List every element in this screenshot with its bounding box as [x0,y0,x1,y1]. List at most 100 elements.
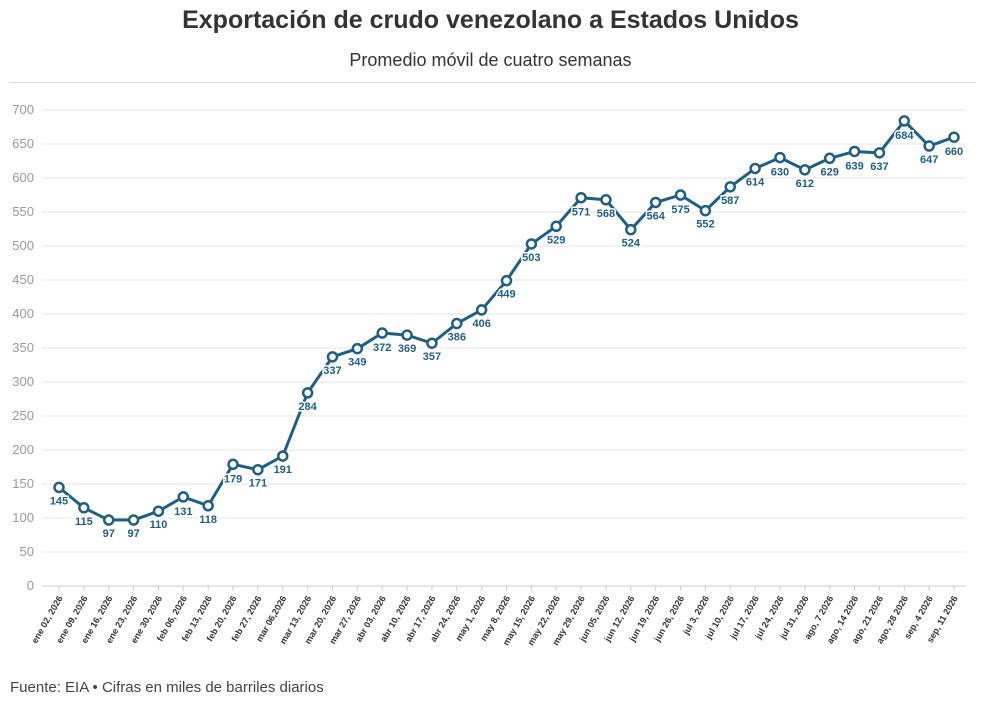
y-tick-label: 100 [12,510,34,525]
y-tick-label: 400 [12,306,34,321]
data-label: 337 [323,365,341,377]
data-point [774,151,786,164]
data-point [500,274,513,287]
y-tick-label: 500 [12,238,34,253]
y-tick-label: 150 [12,476,34,491]
data-point [326,351,339,363]
data-point [724,181,736,193]
data-point [923,140,935,152]
data-point [451,317,463,330]
data-point [873,147,886,159]
data-point [749,162,761,175]
data-label: 349 [348,357,366,369]
data-point [202,500,214,512]
data-label: 171 [249,478,267,490]
data-point [625,223,637,236]
y-tick-label: 0 [27,578,34,593]
data-point [823,152,836,165]
data-label: 449 [497,289,515,301]
data-label: 386 [448,332,466,344]
data-point [78,502,90,514]
data-point [102,514,115,526]
chart-subtitle: Promedio móvil de cuatro semanas [349,50,632,70]
data-point [127,514,140,526]
data-label: 529 [547,234,565,246]
data-point [301,387,314,399]
y-tick-labels: 0 50 100 150 200 250 300 350 400 450 500 550 600 650 7… [12,102,34,593]
data-label: 131 [174,506,192,518]
data-label: 97 [103,528,115,540]
data-points [53,115,960,526]
data-label: 568 [597,208,615,220]
data-label: 110 [150,519,168,531]
data-label: 357 [423,351,441,363]
chart-title: Exportación de crudo venezolano a Estado… [182,6,799,34]
data-label: 115 [75,516,93,528]
data-label: 524 [622,238,641,250]
data-point [177,491,190,503]
data-label: 564 [646,210,665,222]
data-point [426,337,438,349]
data-point [600,194,612,206]
data-point [401,329,413,341]
header-divider [10,82,976,83]
y-tick-label: 350 [12,340,34,355]
y-tick-label: 650 [12,136,34,151]
data-point [948,131,960,143]
y-tick-label: 300 [12,374,34,389]
data-label: 629 [821,166,839,178]
data-label: 97 [127,528,139,540]
data-label: 406 [472,318,490,330]
data-point [525,238,538,250]
y-tick-label: 50 [20,544,34,559]
data-point [699,204,712,217]
data-point [277,450,289,462]
y-tick-label: 450 [12,272,34,287]
data-label: 369 [398,343,416,355]
data-point [550,220,562,233]
data-point [376,327,388,339]
data-label: 630 [771,167,789,179]
data-label: 372 [373,342,391,354]
y-tick-label: 200 [12,442,34,457]
data-label: 647 [920,154,938,166]
data-label: 637 [870,161,888,173]
data-point [649,196,662,209]
data-label: 614 [746,176,765,188]
data-label: 571 [572,207,590,219]
data-point [475,304,488,316]
data-point [53,481,65,494]
data-point [799,164,811,176]
series-line [57,119,956,522]
data-label: 575 [671,204,689,216]
data-label: 284 [298,401,317,413]
data-label: 503 [522,252,540,264]
data-point [152,505,165,517]
source-note: Fuente: EIA • Cifras en miles de barrile… [10,679,324,696]
data-point [898,115,911,127]
y-tick-label: 250 [12,408,34,423]
y-tick-label: 550 [12,204,34,219]
data-label: 145 [50,495,68,507]
data-point [351,342,364,355]
data-label: 191 [274,464,292,476]
series-line-group [57,119,956,522]
data-label: 587 [721,195,739,207]
data-point [848,145,861,158]
y-tick-label: 700 [12,102,34,117]
data-point [575,191,587,204]
data-label: 179 [224,473,242,485]
data-label: 118 [199,514,217,526]
y-tick-label: 600 [12,170,34,185]
data-label: 684 [895,130,914,142]
data-point [674,189,687,201]
data-point [252,463,264,476]
data-label: 660 [945,146,963,158]
data-label: 552 [696,219,714,231]
data-point [227,458,239,471]
gridlines [42,109,966,587]
data-label: 639 [845,160,863,172]
data-labels: 145 115 97 97 110 131 118 179 171 191 284 337 349 372… [48,128,964,541]
